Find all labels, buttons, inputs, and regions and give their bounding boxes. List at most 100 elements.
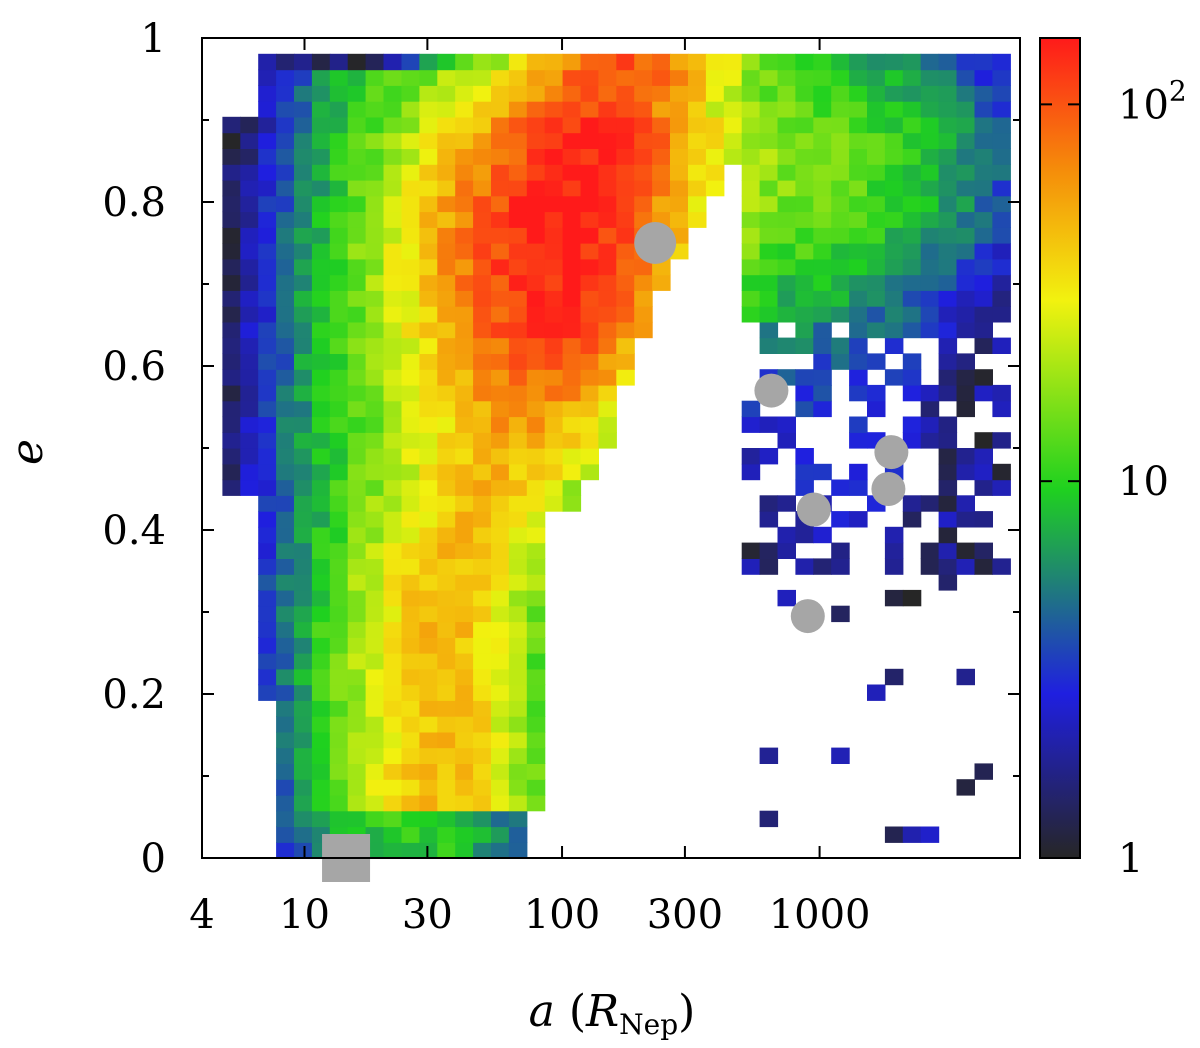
heatmap-cell <box>276 605 295 623</box>
heatmap-cell <box>276 700 295 717</box>
heatmap-cell <box>759 810 779 828</box>
heatmap-cell <box>473 621 492 638</box>
heatmap-cell <box>992 179 1011 197</box>
heatmap-cell <box>813 321 832 339</box>
heatmap-cell <box>741 148 761 165</box>
heatmap-cell <box>652 148 671 165</box>
heatmap-cell <box>741 448 761 465</box>
heatmap-cell <box>956 779 975 796</box>
heatmap-cell <box>419 779 438 796</box>
heatmap-cell <box>902 195 922 213</box>
heatmap-cell <box>455 101 474 118</box>
heatmap-cell <box>938 85 958 102</box>
marker-circle <box>634 222 677 264</box>
heatmap-cell <box>347 432 367 449</box>
heatmap-cell <box>437 416 456 433</box>
heatmap-cell <box>938 195 958 213</box>
heatmap-cell <box>294 463 313 481</box>
heatmap-cell <box>616 211 635 228</box>
heatmap-cell <box>311 558 331 575</box>
heatmap-cell <box>759 132 779 149</box>
heatmap-cell <box>974 511 993 528</box>
heatmap-cell <box>831 227 850 244</box>
heatmap-cell <box>258 69 277 86</box>
heatmap-cell <box>741 53 761 71</box>
heatmap-cell <box>526 337 546 354</box>
x-axis-label-close: ) <box>678 986 695 1037</box>
heatmap-cell <box>365 794 385 812</box>
heatmap-cell <box>401 416 420 433</box>
heatmap-cell <box>365 227 385 244</box>
heatmap-cell <box>580 400 599 418</box>
heatmap-cell <box>491 842 510 858</box>
heatmap-cell <box>562 306 582 323</box>
heatmap-cell <box>777 258 796 276</box>
heatmap-cell <box>938 101 958 118</box>
heatmap-cell <box>473 369 492 386</box>
heatmap-cell <box>526 432 546 449</box>
heatmap-cell <box>491 558 510 575</box>
heatmap-cell <box>777 227 796 244</box>
heatmap-cell <box>867 227 886 244</box>
heatmap-cell <box>884 274 904 291</box>
heatmap-cell <box>831 53 850 71</box>
heatmap-cell <box>276 179 295 197</box>
heatmap-cell <box>222 195 241 213</box>
heatmap-cell <box>920 53 940 71</box>
heatmap-cell <box>294 306 313 323</box>
heatmap-cell <box>473 243 492 260</box>
heatmap-cell <box>419 684 438 701</box>
heatmap-cell <box>401 164 420 181</box>
heatmap-cell <box>329 747 349 764</box>
heatmap-cell <box>526 763 546 780</box>
heatmap-cell <box>741 69 761 86</box>
heatmap-cell <box>508 621 528 638</box>
heatmap-cell <box>598 384 617 402</box>
heatmap-cell <box>455 589 474 607</box>
heatmap-cell <box>276 779 295 796</box>
heatmap-cell <box>365 337 385 354</box>
heatmap-cell <box>383 369 402 386</box>
marker-circle <box>871 472 906 506</box>
heatmap-cell <box>258 653 277 670</box>
heatmap-cell <box>580 274 599 291</box>
heatmap-cell <box>311 290 331 307</box>
heatmap-cell <box>473 794 492 812</box>
heatmap-cell <box>544 101 564 118</box>
heatmap-cell <box>401 290 420 307</box>
heatmap-cell <box>508 558 528 575</box>
x-ticks: 4 10 30 100 300 1000 <box>189 38 870 938</box>
heatmap-cell <box>347 179 367 197</box>
heatmap-cell <box>419 700 438 717</box>
heatmap-cell <box>544 211 564 228</box>
heatmap-cell <box>652 164 671 181</box>
heatmap-cell <box>276 810 295 828</box>
heatmap-cell <box>329 684 349 701</box>
heatmap-cell <box>419 716 438 733</box>
heatmap-cell <box>383 684 402 701</box>
heatmap-cell <box>526 589 546 607</box>
heatmap-cell <box>329 258 349 276</box>
heatmap-cell <box>473 463 492 481</box>
heatmap-cell <box>401 432 420 449</box>
heatmap-cells <box>222 53 1011 858</box>
heatmap-cell <box>437 495 456 512</box>
heatmap-cell <box>508 479 528 496</box>
heatmap-cell <box>419 794 438 812</box>
heatmap-cell <box>795 463 814 481</box>
heatmap-cell <box>956 227 975 244</box>
heatmap-cell <box>813 353 832 370</box>
heatmap-cell <box>759 448 779 465</box>
heatmap-cell <box>294 479 313 496</box>
heatmap-cell <box>884 132 904 149</box>
heatmap-cell <box>419 369 438 386</box>
heatmap-cell <box>867 195 886 213</box>
heatmap-cell <box>759 116 779 134</box>
heatmap-cell <box>455 479 474 496</box>
heatmap-cell <box>992 53 1011 71</box>
heatmap-cell <box>759 495 779 512</box>
heatmap-cell <box>902 211 922 228</box>
heatmap-cell <box>849 290 868 307</box>
heatmap-cell <box>526 542 546 559</box>
heatmap-cell <box>365 211 385 228</box>
